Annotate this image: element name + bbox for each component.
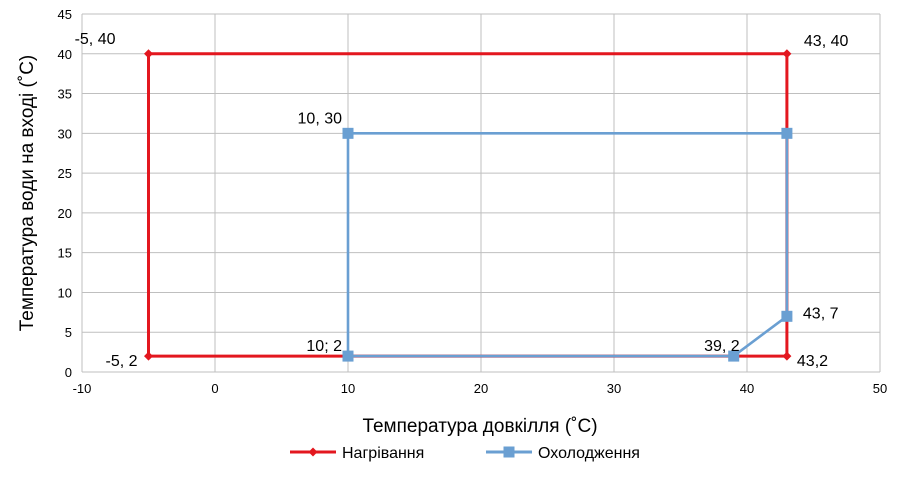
x-tick-label: 30 bbox=[607, 381, 621, 396]
gridlines bbox=[81, 13, 881, 373]
y-tick-label: 30 bbox=[58, 126, 72, 141]
x-tick-label: 10 bbox=[341, 381, 355, 396]
x-tick-label: 0 bbox=[211, 381, 218, 396]
series-line bbox=[346, 132, 789, 358]
legend-label: Нагрівання bbox=[342, 445, 424, 462]
y-tick-label: 5 bbox=[65, 325, 72, 340]
legend-item-cooling: Охолодження bbox=[486, 445, 640, 462]
data-point-square bbox=[342, 127, 354, 139]
series-line bbox=[147, 52, 789, 358]
data-point-diamond bbox=[782, 351, 792, 361]
point-annotation: -5, 40 bbox=[75, 31, 116, 48]
x-axis-title: Температура довкілля (˚С) bbox=[362, 416, 597, 437]
y-tick-label: 15 bbox=[58, 246, 72, 261]
legend-item-heating: Нагрівання bbox=[290, 445, 424, 462]
data-point-diamond bbox=[782, 49, 792, 59]
point-annotation: 43, 40 bbox=[804, 33, 849, 50]
y-tick-label: 20 bbox=[58, 206, 72, 221]
x-tick-label: -10 bbox=[73, 381, 92, 396]
data-point-diamond bbox=[308, 447, 318, 457]
y-tick-label: 0 bbox=[65, 365, 72, 380]
point-annotation: 43,2 bbox=[797, 353, 828, 370]
data-point-square bbox=[781, 127, 793, 139]
series-heating bbox=[144, 49, 792, 361]
point-annotation: -5, 2 bbox=[105, 353, 137, 370]
legend: Нагрівання Охолодження bbox=[290, 445, 640, 462]
point-annotation: 10; 2 bbox=[306, 338, 342, 355]
point-annotation: 43, 7 bbox=[803, 305, 839, 322]
y-tick-label: 35 bbox=[58, 87, 72, 102]
y-tick-label: 25 bbox=[58, 166, 72, 181]
y-tick-label: 40 bbox=[58, 47, 72, 62]
data-point-square bbox=[728, 350, 740, 362]
data-point-square bbox=[342, 350, 354, 362]
y-axis-title: Температура води на вході (˚С) bbox=[17, 55, 38, 332]
series-cooling bbox=[342, 127, 793, 362]
y-tick-label: 10 bbox=[58, 285, 72, 300]
data-point-square bbox=[503, 446, 515, 458]
x-tick-label: 20 bbox=[474, 381, 488, 396]
point-annotation: 10, 30 bbox=[298, 110, 343, 127]
data-point-diamond bbox=[144, 49, 153, 59]
annotations: -5, 40 43, 40 -5, 2 43,2 10, 30 10; 2 39, 2 43,… bbox=[75, 31, 849, 370]
legend-label: Охолодження bbox=[538, 445, 640, 462]
data-point-diamond bbox=[144, 351, 153, 361]
y-tick-label: 45 bbox=[58, 7, 72, 22]
data-point-square bbox=[781, 310, 793, 322]
point-annotation: 39, 2 bbox=[704, 338, 740, 355]
series bbox=[144, 49, 793, 362]
x-tick-label: 40 bbox=[740, 381, 754, 396]
x-tick-label: 50 bbox=[873, 381, 887, 396]
